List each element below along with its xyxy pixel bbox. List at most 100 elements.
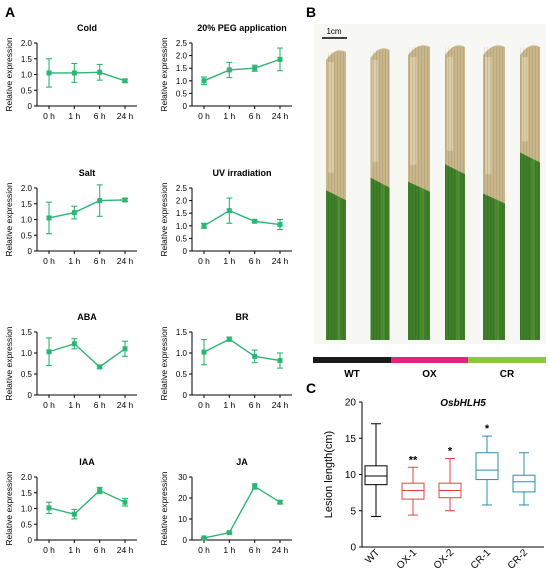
chart-title: UV irradiation bbox=[212, 168, 271, 178]
leaf-1 bbox=[326, 50, 346, 340]
y-tick-label: 2.5 bbox=[176, 39, 188, 48]
data-point bbox=[122, 78, 128, 84]
x-tick-label: 1 h bbox=[223, 111, 235, 121]
x-tick-label: 6 h bbox=[94, 256, 106, 266]
y-tick-label: 10 bbox=[178, 515, 187, 524]
chart-title: ABA bbox=[77, 312, 97, 322]
x-tick-label: 1 h bbox=[68, 400, 80, 410]
line-chart-4: UV irradiation 0 0.5 1.0 1.5 2.0 2.5 0 h 1 h 6 h 2… bbox=[159, 168, 292, 266]
x-tick-label: 6 h bbox=[94, 545, 106, 555]
y-tick-label: 0 bbox=[28, 391, 33, 400]
series-line bbox=[48, 489, 126, 515]
y-tick-label: 1.0 bbox=[21, 216, 33, 225]
data-point bbox=[252, 65, 258, 71]
leaf-2 bbox=[370, 48, 390, 340]
x-tick-label: 0 h bbox=[43, 256, 55, 266]
x-tick-label: 1 h bbox=[223, 400, 235, 410]
y-tick-label: 0 bbox=[350, 543, 356, 554]
genotype-color-bars: WT OX CR bbox=[313, 357, 546, 380]
y-tick-label: 0.5 bbox=[176, 89, 188, 98]
y-tick-label: 2.0 bbox=[21, 39, 33, 48]
x-tick-label: OX-1 bbox=[395, 547, 420, 572]
leaf-veins bbox=[326, 52, 346, 340]
significance-mark: * bbox=[448, 446, 453, 458]
y-axis-label: Relative expression bbox=[4, 182, 14, 256]
line-chart-3: Salt 0 0.5 1.0 1.5 2.0 0 h 1 h 6 h 24 h Relative e… bbox=[4, 168, 137, 266]
group-label-cr: CR bbox=[500, 369, 515, 380]
line-chart-5: ABA 0 0.5 1.0 1.5 0 h 1 h 6 h 24 h Relative expre… bbox=[4, 312, 137, 410]
y-tick-label: 1.5 bbox=[21, 55, 33, 64]
data-point bbox=[122, 346, 128, 352]
y-axis-label: Relative expression bbox=[159, 326, 169, 400]
group-label-ox: OX bbox=[422, 369, 437, 380]
x-tick-label: 0 h bbox=[43, 400, 55, 410]
y-tick-label: 1.5 bbox=[21, 489, 33, 498]
y-tick-label: 0.5 bbox=[176, 370, 188, 379]
y-tick-label: 0.5 bbox=[21, 86, 33, 95]
chart-title: IAA bbox=[79, 457, 95, 467]
data-point bbox=[226, 67, 232, 73]
data-point bbox=[46, 215, 52, 221]
y-tick-label: 1.5 bbox=[21, 328, 33, 337]
data-point bbox=[226, 530, 232, 536]
leaf-4 bbox=[445, 45, 465, 340]
x-tick-label: 6 h bbox=[249, 256, 261, 266]
chart-title: BR bbox=[236, 312, 249, 322]
panel-b-letter: B bbox=[306, 4, 316, 20]
box-iqr bbox=[401, 482, 425, 500]
x-tick-label: 24 h bbox=[117, 400, 134, 410]
data-point bbox=[277, 56, 283, 62]
leaf-5 bbox=[483, 45, 505, 340]
panel-a-letter: A bbox=[5, 4, 15, 20]
y-tick-label: 1.5 bbox=[176, 328, 188, 337]
data-point bbox=[71, 341, 77, 347]
chart-title: Salt bbox=[79, 168, 96, 178]
x-tick-label: 6 h bbox=[249, 400, 261, 410]
leaf-veins bbox=[370, 50, 390, 340]
y-tick-label: 0 bbox=[183, 247, 188, 256]
data-point bbox=[252, 353, 258, 359]
y-tick-label: 0 bbox=[183, 536, 188, 545]
y-axis-label: Relative expression bbox=[159, 182, 169, 256]
y-tick-label: 1.0 bbox=[21, 71, 33, 80]
leaf-veins bbox=[445, 47, 465, 340]
series-line bbox=[48, 199, 126, 219]
x-tick-label: 0 h bbox=[198, 256, 210, 266]
series-line bbox=[48, 342, 126, 368]
x-tick-label: 24 h bbox=[272, 400, 289, 410]
box-iqr bbox=[512, 474, 536, 493]
data-point bbox=[201, 535, 207, 541]
data-point bbox=[71, 511, 77, 517]
y-tick-label: 0 bbox=[28, 102, 33, 111]
x-tick-label: CR-1 bbox=[469, 547, 494, 572]
data-point bbox=[97, 364, 103, 370]
series-line bbox=[203, 338, 281, 362]
line-chart-7: IAA 0 0.5 1.0 1.5 2.0 0 h 1 h 6 h 24 h Relative ex… bbox=[4, 457, 137, 555]
data-point bbox=[252, 218, 258, 224]
x-tick-label: 0 h bbox=[198, 111, 210, 121]
data-point bbox=[122, 197, 128, 203]
x-tick-label: 0 h bbox=[43, 111, 55, 121]
y-tick-label: 5 bbox=[350, 506, 356, 517]
x-tick-label: 24 h bbox=[272, 545, 289, 555]
data-point bbox=[97, 198, 103, 204]
y-axis-label: Relative expression bbox=[4, 37, 14, 111]
y-axis-label: Relative expression bbox=[159, 471, 169, 545]
data-point bbox=[46, 349, 52, 355]
box-cr-2: CR-2 bbox=[506, 452, 536, 572]
series-line bbox=[203, 209, 281, 227]
x-tick-label: 24 h bbox=[117, 111, 134, 121]
x-tick-label: 24 h bbox=[117, 545, 134, 555]
scale-bar-label: 1cm bbox=[326, 27, 341, 36]
x-tick-label: 6 h bbox=[249, 545, 261, 555]
y-axis-label: Lesion length(cm) bbox=[323, 431, 335, 518]
x-tick-label: 6 h bbox=[249, 111, 261, 121]
x-tick-label: WT bbox=[363, 547, 382, 566]
leaf-veins bbox=[408, 47, 430, 340]
x-tick-label: 1 h bbox=[223, 256, 235, 266]
x-tick-label: 24 h bbox=[272, 111, 289, 121]
line-chart-8: JA 0 10 20 30 0 h 1 h 6 h 24 h Relative expressio… bbox=[159, 457, 292, 555]
leaf-veins bbox=[483, 47, 505, 340]
